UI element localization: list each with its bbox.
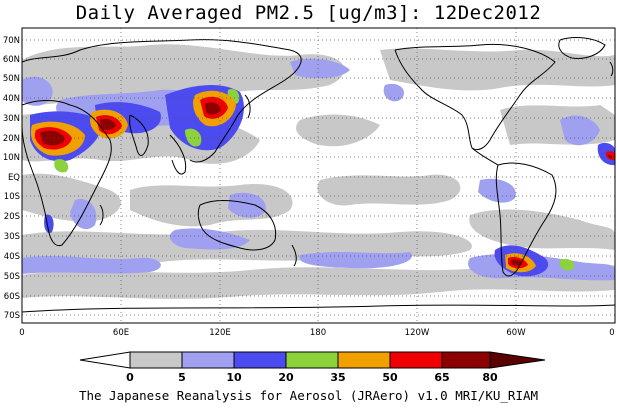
colorbar-segment: [489, 351, 546, 369]
colorbar-segment: [233, 351, 287, 369]
lat-label: 30N: [3, 114, 20, 124]
lat-label: 60N: [3, 55, 20, 65]
colorbar-label: 50: [382, 371, 398, 384]
lat-label: 10N: [3, 153, 20, 163]
lat-axis: 70N 60N 50N 40N 30N 20N 10N EQ 10S 20S 3…: [3, 36, 20, 321]
grid-lines: [22, 28, 615, 323]
lat-label: 60S: [4, 292, 20, 302]
colorbar: 0 5 10 20 35 50 65 80: [79, 351, 546, 384]
lat-label: 40N: [3, 94, 20, 104]
lon-label: 120W: [405, 328, 430, 338]
band-35-50: [54, 89, 575, 271]
colorbar-label: 0: [126, 371, 134, 384]
map-frame: [21, 27, 616, 324]
lat-label: 20S: [4, 212, 20, 222]
lat-label: 50S: [4, 272, 20, 282]
band-80-plus: [40, 102, 613, 266]
colorbar-label: 10: [226, 371, 242, 384]
lon-axis: 0 60E 120E 180 120W 60W 0: [19, 328, 614, 338]
lat-label: 40S: [4, 252, 20, 262]
lon-label: 60E: [113, 328, 129, 338]
colorbar-segment: [181, 351, 235, 369]
lat-label: 70S: [4, 311, 20, 321]
lat-label: 30S: [4, 232, 20, 242]
colorbar-segment: [285, 351, 339, 369]
lat-label: 10S: [4, 192, 20, 202]
colorbar-label: 65: [434, 371, 449, 384]
credit-footer: The Japanese Reanalysis for Aerosol (JRA…: [78, 388, 539, 403]
lat-label: 50N: [3, 74, 20, 84]
lat-label: EQ: [8, 173, 20, 183]
colorbar-label: 80: [482, 371, 498, 384]
lon-label: 0: [609, 328, 614, 338]
colorbar-segment: [129, 351, 183, 369]
colorbar-label: 20: [278, 371, 294, 384]
colorbar-segment: [337, 351, 391, 369]
lon-label: 180: [310, 328, 326, 338]
colorbar-label: 35: [330, 371, 345, 384]
colorbar-segment: [79, 351, 131, 369]
lon-label: 60W: [506, 328, 526, 338]
map-title: Daily Averaged PM2.5 [ug/m3]: 12Dec2012: [75, 2, 542, 24]
coastlines: [22, 37, 615, 313]
lat-label: 70N: [3, 36, 20, 46]
colorbar-segment: [389, 351, 443, 369]
colorbar-label: 5: [178, 371, 186, 384]
colorbar-segment: [441, 351, 491, 369]
lat-label: 20N: [3, 134, 20, 144]
lon-label: 0: [19, 328, 24, 338]
lon-label: 120E: [209, 328, 231, 338]
